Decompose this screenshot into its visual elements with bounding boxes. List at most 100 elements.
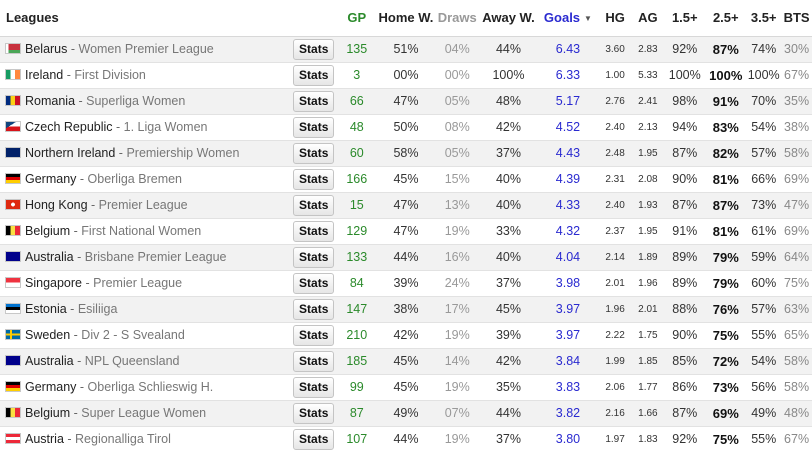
league-cell[interactable]: Sweden - Div 2 - S Svealand xyxy=(0,322,292,349)
header-away-goals[interactable]: AG xyxy=(631,0,665,37)
country-name[interactable]: Australia xyxy=(25,250,74,264)
stats-button[interactable]: Stats xyxy=(293,246,335,268)
stats-button[interactable]: Stats xyxy=(293,272,335,294)
header-over-3-5[interactable]: 3.5+ xyxy=(746,0,782,37)
table-row[interactable]: Belgium - Super League Women Stats 87 49% 07… xyxy=(0,400,812,427)
competition-name[interactable]: Oberliga Schlieswig H. xyxy=(87,380,214,394)
country-name[interactable]: Ireland xyxy=(25,68,64,82)
stats-button[interactable]: Stats xyxy=(293,142,335,164)
country-name[interactable]: Germany xyxy=(25,380,77,394)
header-gp[interactable]: GP xyxy=(336,0,378,37)
competition-name[interactable]: Brisbane Premier League xyxy=(84,250,227,264)
country-name[interactable]: Estonia xyxy=(25,302,67,316)
header-draws[interactable]: Draws xyxy=(434,0,480,37)
table-row[interactable]: Estonia - Esiliiga Stats 147 38% 17% 45% 3.97 1… xyxy=(0,296,812,323)
competition-name[interactable]: Div 2 - S Svealand xyxy=(81,328,185,342)
draws-pct: 17% xyxy=(434,296,480,323)
stats-button[interactable]: Stats xyxy=(293,90,335,112)
table-row[interactable]: Germany - Oberliga Bremen Stats 166 45% 15% 4… xyxy=(0,166,812,193)
table-row[interactable]: Belarus - Women Premier League Stats 135 51… xyxy=(0,36,812,63)
competition-name[interactable]: Premier League xyxy=(98,198,188,212)
league-cell[interactable]: Australia - Brisbane Premier League xyxy=(0,244,292,271)
league-cell[interactable]: Belgium - Super League Women xyxy=(0,400,292,427)
league-cell[interactable]: Czech Republic - 1. Liga Women xyxy=(0,114,292,141)
stats-button[interactable]: Stats xyxy=(293,350,335,372)
header-over-2-5[interactable]: 2.5+ xyxy=(705,0,747,37)
league-cell[interactable]: Germany - Oberliga Bremen xyxy=(0,166,292,193)
competition-name[interactable]: Regionalliga Tirol xyxy=(75,432,171,446)
table-row[interactable]: Czech Republic - 1. Liga Women Stats 48 50%… xyxy=(0,114,812,141)
competition-name[interactable]: First National Women xyxy=(81,224,202,238)
stats-button[interactable]: Stats xyxy=(293,38,335,60)
draws-pct: 16% xyxy=(434,244,480,271)
league-cell[interactable]: Estonia - Esiliiga xyxy=(0,296,292,323)
stats-button[interactable]: Stats xyxy=(293,220,335,242)
table-row[interactable]: Germany - Oberliga Schlieswig H. Stats 99 4… xyxy=(0,374,812,401)
stats-button[interactable]: Stats xyxy=(293,376,335,398)
stats-button[interactable]: Stats xyxy=(293,402,335,424)
stats-button[interactable]: Stats xyxy=(293,116,335,138)
competition-name[interactable]: 1. Liga Women xyxy=(123,120,208,134)
competition-name[interactable]: First Division xyxy=(74,68,146,82)
header-home-goals[interactable]: HG xyxy=(598,0,632,37)
table-row[interactable]: Austria - Regionalliga Tirol Stats 107 44% 1… xyxy=(0,426,812,452)
header-leagues[interactable]: Leagues xyxy=(0,0,292,37)
country-name[interactable]: Singapore xyxy=(25,276,82,290)
stats-button[interactable]: Stats xyxy=(293,168,335,190)
stats-button[interactable]: Stats xyxy=(293,428,335,450)
header-over-1-5[interactable]: 1.5+ xyxy=(664,0,706,37)
table-row[interactable]: Sweden - Div 2 - S Svealand Stats 210 42% 19… xyxy=(0,322,812,349)
league-cell[interactable]: Singapore - Premier League xyxy=(0,270,292,297)
table-row[interactable]: Romania - Superliga Women Stats 66 47% 05% 48… xyxy=(0,88,812,115)
competition-name[interactable]: Premier League xyxy=(93,276,183,290)
country-name[interactable]: Czech Republic xyxy=(25,120,113,134)
table-row[interactable]: Singapore - Premier League Stats 84 39% 24% 3… xyxy=(0,270,812,297)
header-home-wins[interactable]: Home W. xyxy=(377,0,435,37)
away-wins-pct: 40% xyxy=(479,244,538,271)
country-name[interactable]: Germany xyxy=(25,172,77,186)
competition-name[interactable]: Oberliga Bremen xyxy=(87,172,183,186)
table-row[interactable]: Northern Ireland - Premiership Women Stat… xyxy=(0,140,812,167)
goals-avg: 4.39 xyxy=(537,166,599,193)
stats-button[interactable]: Stats xyxy=(293,194,335,216)
stats-button[interactable]: Stats xyxy=(293,298,335,320)
over-2-5-pct: 75% xyxy=(705,322,747,349)
table-row[interactable]: Hong Kong - Premier League Stats 15 47% 13% 4… xyxy=(0,192,812,219)
table-row[interactable]: Belgium - First National Women Stats 129 47… xyxy=(0,218,812,245)
league-cell[interactable]: Belarus - Women Premier League xyxy=(0,36,292,63)
over-2-5-pct: 69% xyxy=(705,400,747,427)
country-name[interactable]: Romania xyxy=(25,94,76,108)
table-row[interactable]: Australia - NPL Queensland Stats 185 45% 14%… xyxy=(0,348,812,375)
country-name[interactable]: Belarus xyxy=(25,42,68,56)
league-cell[interactable]: Ireland - First Division xyxy=(0,62,292,89)
league-cell[interactable]: Austria - Regionalliga Tirol xyxy=(0,426,292,452)
header-away-wins[interactable]: Away W. xyxy=(479,0,538,37)
competition-name[interactable]: Super League Women xyxy=(81,406,207,420)
competition-name[interactable]: Superliga Women xyxy=(86,94,186,108)
country-name[interactable]: Australia xyxy=(25,354,74,368)
table-row[interactable]: Ireland - First Division Stats 3 00% 00% 100%… xyxy=(0,62,812,89)
league-cell[interactable]: Northern Ireland - Premiership Women xyxy=(0,140,292,167)
league-cell[interactable]: Belgium - First National Women xyxy=(0,218,292,245)
table-row[interactable]: Australia - Brisbane Premier League Stats… xyxy=(0,244,812,271)
league-cell[interactable]: Australia - NPL Queensland xyxy=(0,348,292,375)
away-wins-pct: 37% xyxy=(479,270,538,297)
league-cell[interactable]: Germany - Oberliga Schlieswig H. xyxy=(0,374,292,401)
league-cell[interactable]: Romania - Superliga Women xyxy=(0,88,292,115)
over-2-5-pct: 91% xyxy=(705,88,747,115)
country-name[interactable]: Hong Kong xyxy=(25,198,88,212)
competition-name[interactable]: Premiership Women xyxy=(126,146,240,160)
country-name[interactable]: Austria xyxy=(25,432,64,446)
stats-button[interactable]: Stats xyxy=(293,324,335,346)
competition-name[interactable]: Esiliiga xyxy=(77,302,118,316)
competition-name[interactable]: Women Premier League xyxy=(78,42,214,56)
stats-button[interactable]: Stats xyxy=(293,64,335,86)
header-bts[interactable]: BTS xyxy=(781,0,812,37)
country-name[interactable]: Belgium xyxy=(25,224,71,238)
competition-name[interactable]: NPL Queensland xyxy=(84,354,180,368)
league-cell[interactable]: Hong Kong - Premier League xyxy=(0,192,292,219)
header-goals[interactable]: Goals ▼ xyxy=(537,0,599,37)
country-name[interactable]: Belgium xyxy=(25,406,71,420)
country-name[interactable]: Sweden xyxy=(25,328,71,342)
country-name[interactable]: Northern Ireland xyxy=(25,146,116,160)
